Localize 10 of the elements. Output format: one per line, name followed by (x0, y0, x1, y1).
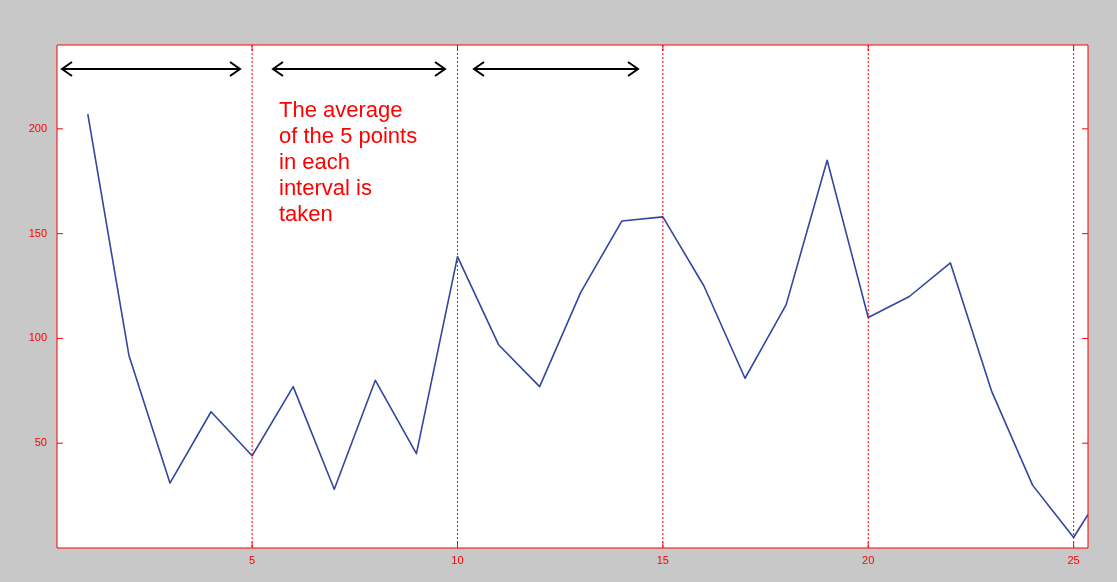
y-tick-label: 100 (28, 331, 47, 344)
y-tick-label: 150 (28, 226, 47, 239)
annotation: The average of the 5 points in each interval is taken (279, 97, 418, 227)
x-tick-label: 20 (862, 553, 875, 566)
x-tick-label: 10 (451, 553, 464, 566)
x-tick-label: 5 (249, 553, 256, 566)
y-tick-label: 50 (34, 436, 47, 449)
x-tick-label: 15 (656, 553, 669, 566)
x-tick-label: 25 (1067, 553, 1080, 566)
y-tick-label: 200 (28, 121, 47, 134)
